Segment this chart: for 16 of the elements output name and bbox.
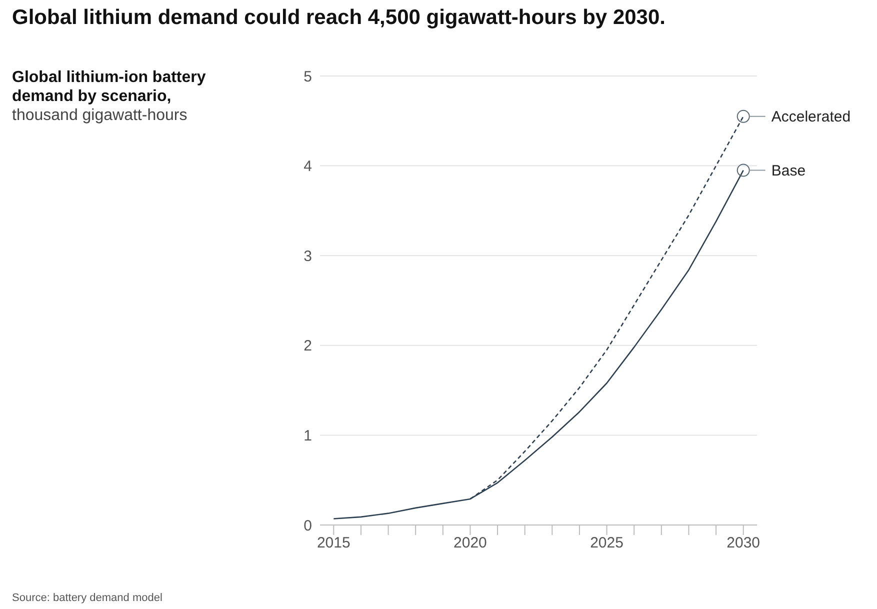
y-tick-label: 3 — [304, 248, 312, 265]
x-tick-label: 2015 — [316, 534, 350, 552]
series-label: Accelerated — [771, 108, 851, 126]
x-tick-label: 2030 — [726, 534, 760, 552]
text: Global lithium-ion battery demand by scenario, — [12, 68, 207, 106]
x-tick-label: 2020 — [454, 534, 487, 552]
y-tick-label: 1 — [304, 428, 312, 445]
y-tick-label: 4 — [304, 158, 312, 176]
text: thousand gigawatt-hours — [12, 106, 188, 125]
chart-title: Global lithium demand could reach 4,500 gigawatt-hours by 2030. — [12, 6, 666, 30]
source-note: Source: battery demand model — [12, 592, 162, 604]
series-label: Base — [771, 162, 806, 180]
y-tick-label: 0 — [304, 517, 312, 534]
y-tick-label: 5 — [304, 68, 312, 86]
x-tick-label: 2025 — [590, 534, 624, 552]
y-tick-label: 2 — [304, 338, 312, 355]
